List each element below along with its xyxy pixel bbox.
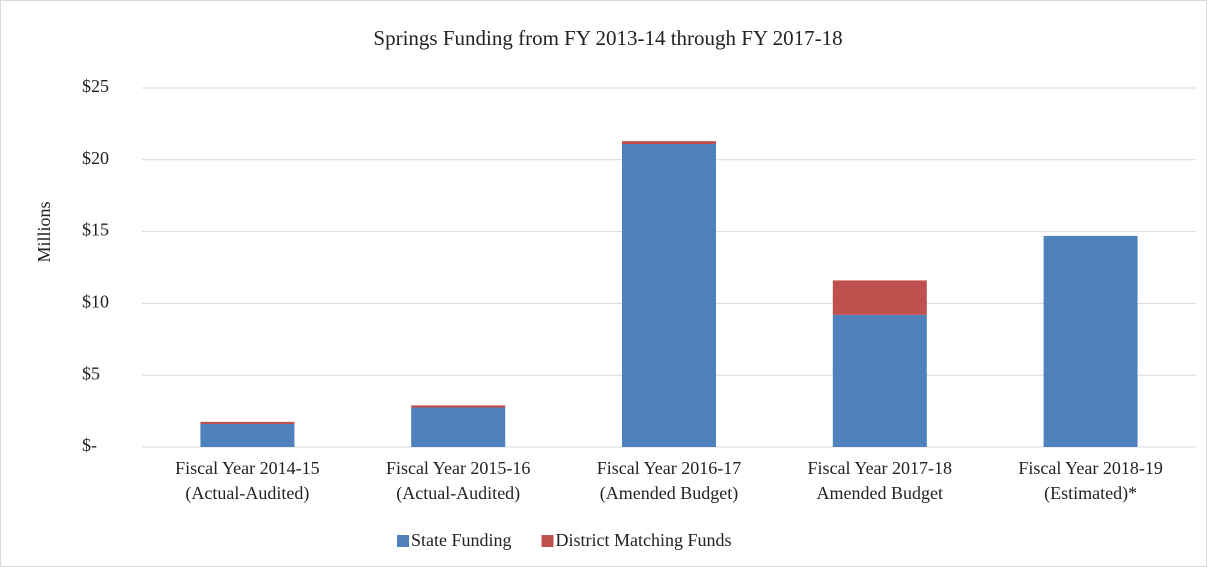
legend-label: District Matching Funds [556, 530, 732, 550]
y-tick-label: $10 [82, 292, 109, 312]
bar-segment [832, 280, 927, 315]
y-tick-label: $15 [82, 220, 109, 240]
x-tick-label: Fiscal Year 2017-18 [808, 458, 953, 478]
y-tick-label: $20 [82, 148, 109, 168]
bar-segment [200, 424, 295, 447]
legend-swatch [541, 535, 554, 547]
x-tick-label: Fiscal Year 2018-19 [1018, 458, 1163, 478]
x-tick-label: Fiscal Year 2014-15 [175, 458, 320, 478]
bar-segment [1043, 235, 1138, 447]
y-tick-label: $- [82, 435, 97, 455]
x-tick-label: (Estimated)* [1044, 483, 1137, 504]
y-tick-label: $25 [82, 76, 109, 96]
bar-segment [411, 407, 506, 447]
x-tick-label: (Actual-Audited) [185, 483, 309, 504]
legend-swatch [397, 535, 409, 547]
legend-label: State Funding [411, 530, 512, 550]
bar-segment [622, 144, 716, 447]
x-tick-label: Amended Budget [817, 483, 943, 503]
x-tick-label: (Actual-Audited) [396, 483, 520, 504]
y-axis-label: Millions [34, 201, 54, 262]
bar-segment [832, 314, 927, 447]
bar-segment [200, 421, 295, 425]
x-tick-label: Fiscal Year 2015-16 [386, 458, 531, 478]
x-tick-label: Fiscal Year 2016-17 [597, 458, 742, 478]
bar-segment [411, 405, 506, 408]
y-tick-label: $5 [82, 363, 100, 383]
bar-segment [622, 141, 716, 145]
x-tick-label: (Amended Budget) [600, 483, 738, 504]
chart-title: Springs Funding from FY 2013-14 through … [373, 26, 842, 50]
